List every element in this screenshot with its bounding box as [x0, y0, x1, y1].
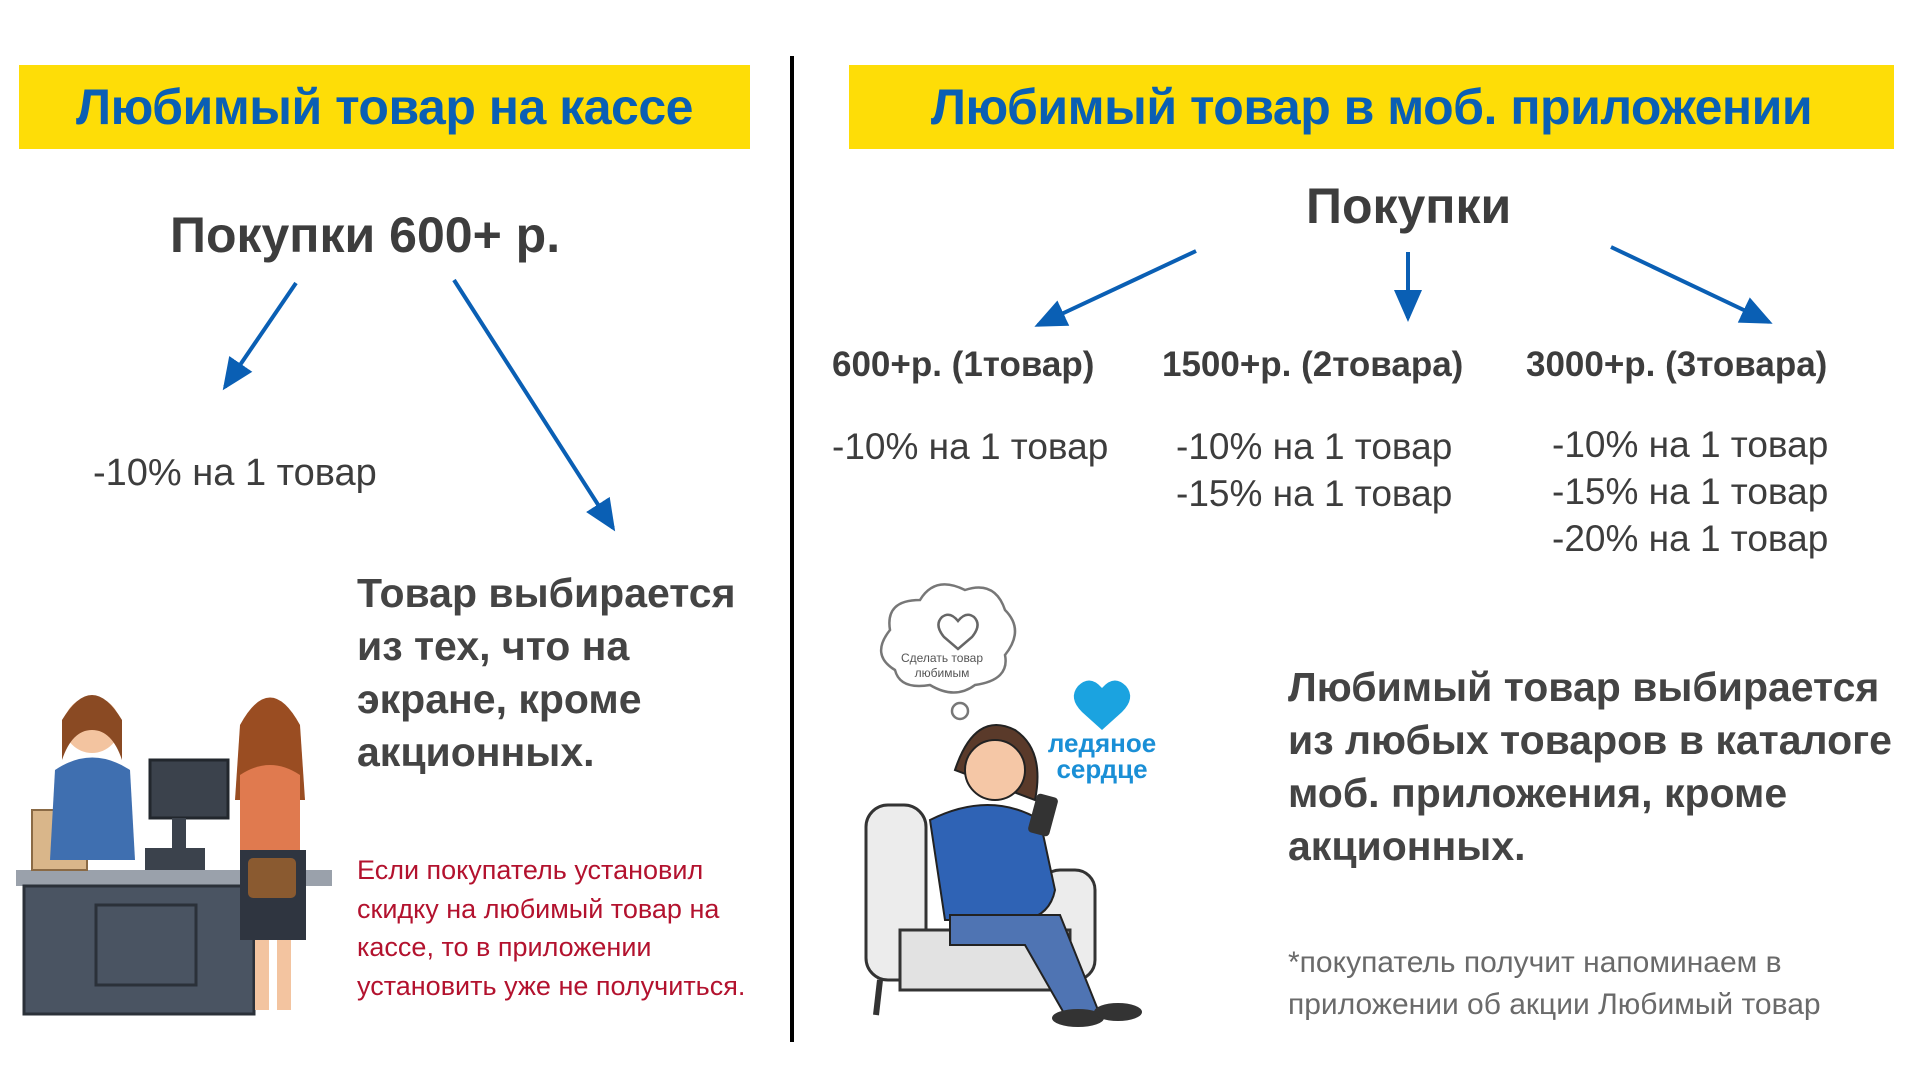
tier-discount: -15% на 1 товар: [1176, 473, 1453, 514]
heart-icon: [1073, 680, 1131, 730]
tier-2: 1500+р. (2товара) -10% на 1 товар -15% н…: [1162, 345, 1463, 517]
left-banner-title: Любимый товар на кассе: [76, 79, 693, 135]
left-description: Товар выбирается из тех, что на экране, …: [357, 567, 736, 779]
tier-discount: -10% на 1 товар: [1176, 426, 1453, 467]
tier-3: 3000+р. (3товара) -10% на 1 товар -15% н…: [1526, 345, 1828, 562]
logo-text: сердце: [1056, 754, 1148, 784]
brand-logo: ледяное сердце: [1032, 730, 1172, 782]
tier-label: 3000+р. (3товара): [1526, 345, 1828, 384]
thought-bubble-text: Сделать товар любимым: [884, 651, 1000, 681]
text-line: Если покупатель установил: [357, 855, 704, 885]
text-line: Сделать товар: [900, 651, 984, 665]
footnote: *покупатель получит напоминаем в приложе…: [1288, 942, 1821, 1026]
text-line: *покупатель получит напоминаем в: [1288, 946, 1782, 979]
heart-icon: [937, 613, 979, 651]
tier-1: 600+р. (1товар) -10% на 1 товар: [832, 345, 1108, 470]
tier-discount: -20% на 1 товар: [1552, 518, 1829, 559]
right-purchase-heading: Покупки: [1306, 178, 1512, 234]
right-description: Любимый товар выбирается из любых товаро…: [1288, 661, 1892, 873]
text-line: акционных.: [1288, 823, 1526, 869]
left-warning: Если покупатель установил скидку на люби…: [357, 851, 745, 1005]
arrow-icon: [222, 245, 1773, 532]
right-banner-title: Любимый товар в моб. приложении: [930, 79, 1813, 135]
left-discount: -10% на 1 товар: [93, 452, 377, 494]
text-line: из любых товаров в каталоге: [1288, 717, 1892, 763]
tier-discount: -10% на 1 товар: [1552, 424, 1829, 465]
text-line: Любимый товар выбирается: [1288, 664, 1880, 710]
tier-discount: -10% на 1 товар: [832, 426, 1109, 467]
text-line: кассе, то в приложении: [357, 932, 652, 962]
text-line: скидку на любимый товар на: [357, 893, 720, 924]
right-banner: Любимый товар в моб. приложении: [849, 65, 1894, 149]
tier-label: 600+р. (1товар): [832, 345, 1095, 384]
cashier-illustration: [16, 695, 332, 1016]
left-purchase-heading: Покупки 600+ р.: [170, 207, 561, 263]
left-banner: Любимый товар на кассе: [19, 65, 750, 149]
text-line: установить уже не получиться.: [357, 970, 746, 1001]
text-line: любимым: [914, 666, 970, 680]
text-line: экране, кроме: [357, 676, 642, 722]
tier-label: 1500+р. (2товара): [1162, 345, 1464, 384]
text-line: акционных.: [357, 729, 595, 775]
text-line: Товар выбирается: [357, 570, 736, 616]
logo-text: ледяное: [1047, 728, 1157, 758]
text-line: из тех, что на: [357, 623, 630, 669]
tier-discount: -15% на 1 товар: [1552, 471, 1829, 512]
woman-on-phone-illustration: [864, 724, 1142, 1027]
text-line: приложении об акции Любимый товар: [1288, 988, 1821, 1021]
thought-bubble: [880, 583, 1017, 721]
text-line: моб. приложения, кроме: [1288, 770, 1788, 816]
